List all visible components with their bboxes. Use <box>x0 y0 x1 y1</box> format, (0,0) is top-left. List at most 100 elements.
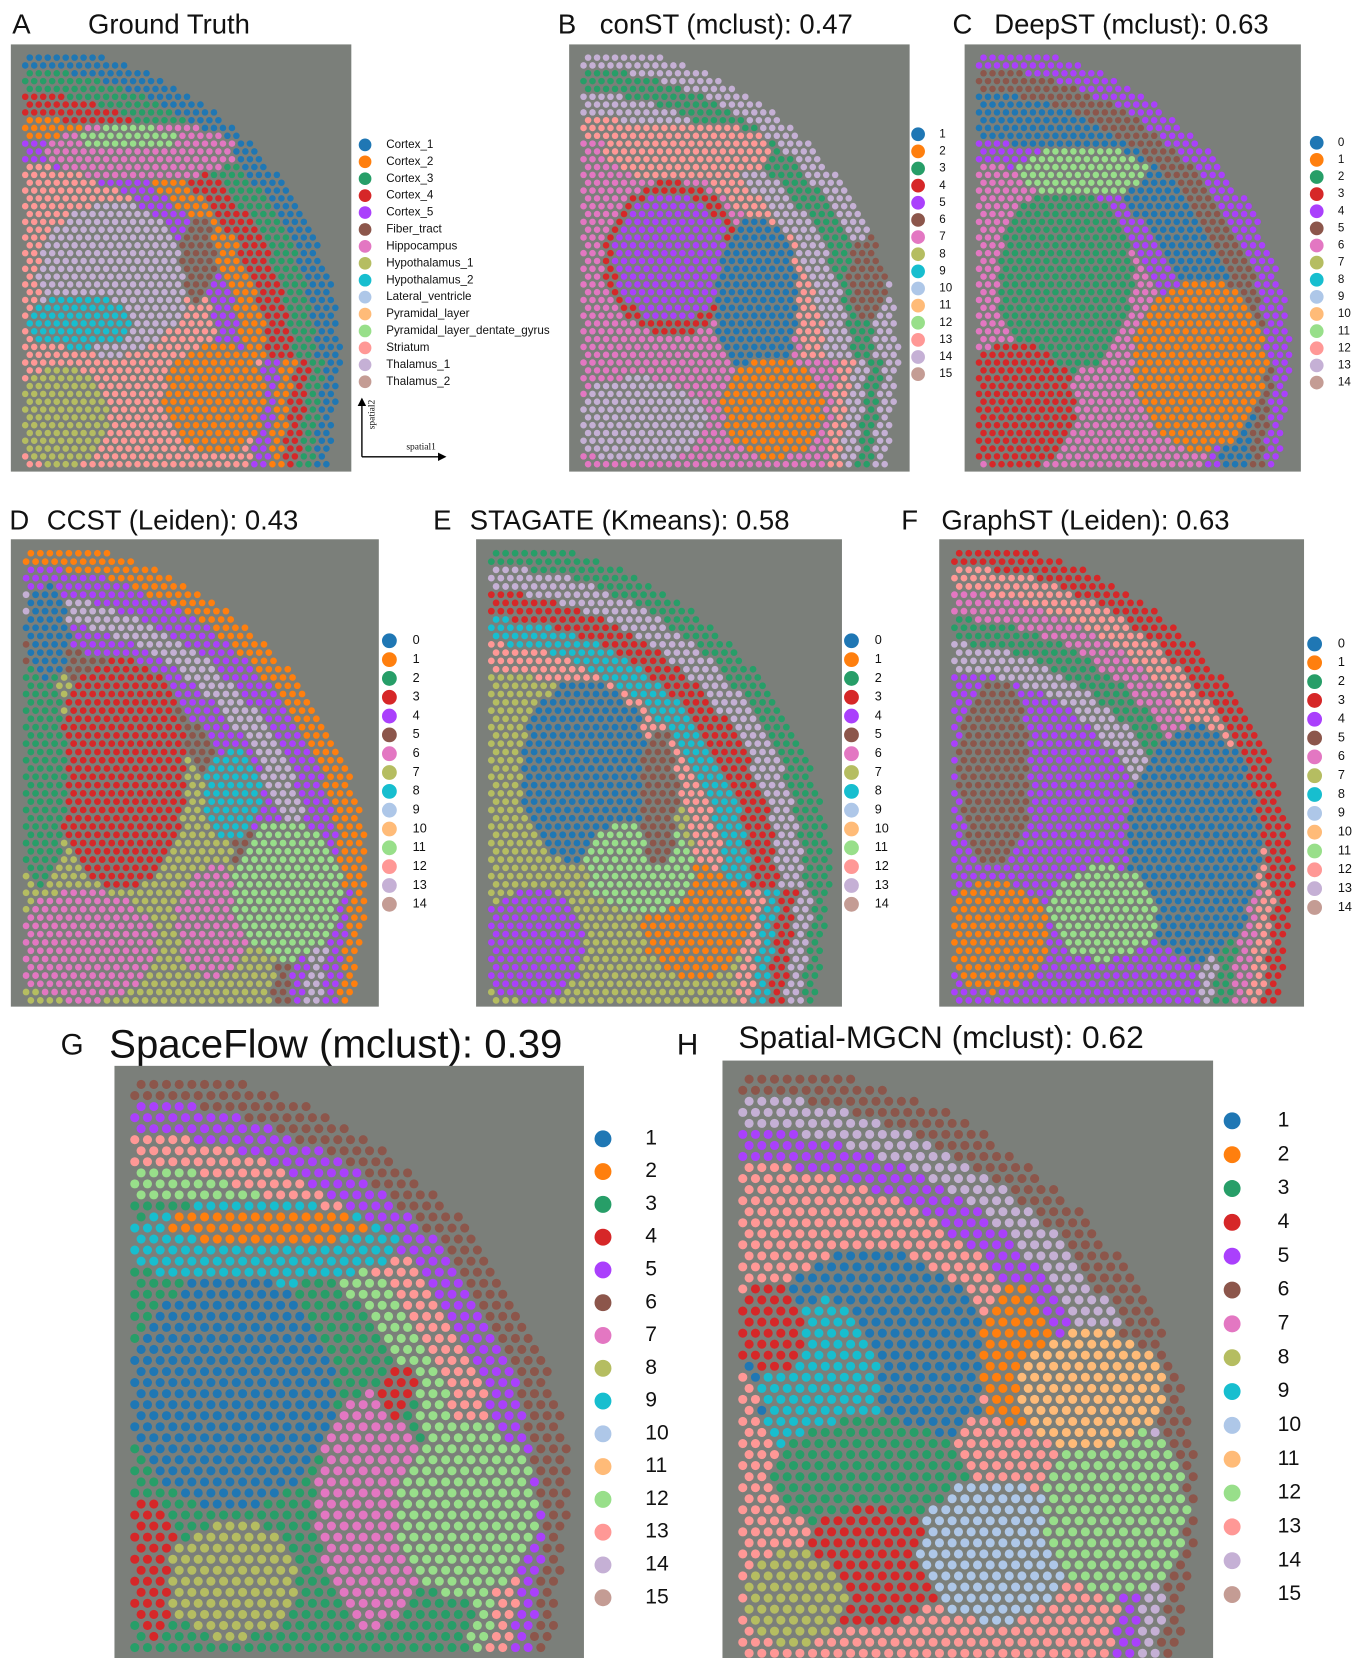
spot <box>1030 156 1037 163</box>
spot <box>1115 226 1122 233</box>
spot <box>132 566 139 573</box>
spot <box>49 344 56 351</box>
spot <box>215 273 222 280</box>
spot <box>94 140 101 147</box>
spot <box>56 600 63 607</box>
spot <box>630 54 637 61</box>
spot <box>85 391 92 398</box>
spot <box>134 461 141 468</box>
spot <box>242 445 249 452</box>
spot <box>1178 179 1185 186</box>
spot <box>756 273 763 280</box>
spot <box>1133 320 1140 327</box>
spot <box>211 156 218 163</box>
spot <box>66 616 73 623</box>
spot <box>157 297 164 304</box>
spot <box>85 297 92 304</box>
spot <box>247 391 254 398</box>
spot <box>233 398 240 405</box>
spot <box>1133 117 1140 124</box>
spot <box>1043 430 1050 437</box>
spot <box>1286 367 1293 374</box>
spot <box>1039 234 1046 241</box>
spot <box>720 430 727 437</box>
spot <box>233 289 240 296</box>
spot <box>809 226 816 233</box>
spot <box>197 211 204 218</box>
spot <box>305 258 312 265</box>
spot <box>292 359 299 366</box>
spot <box>630 445 637 452</box>
spot <box>229 219 236 226</box>
spot <box>31 391 38 398</box>
spot <box>98 211 105 218</box>
spot <box>643 375 650 382</box>
spot <box>881 351 888 358</box>
spot <box>1021 125 1028 132</box>
spot <box>765 461 772 468</box>
spot <box>1106 132 1113 139</box>
spot <box>742 234 749 241</box>
spot <box>836 258 843 265</box>
spot <box>260 430 267 437</box>
spot <box>1061 258 1068 265</box>
spot <box>85 109 92 116</box>
spot <box>121 359 128 366</box>
spot <box>612 195 619 202</box>
spot <box>112 93 119 100</box>
spot <box>61 608 68 615</box>
spot <box>1115 242 1122 249</box>
spot <box>1133 383 1140 390</box>
spot <box>1241 383 1248 390</box>
spot <box>1007 226 1014 233</box>
spot <box>850 422 857 429</box>
spot <box>296 320 303 327</box>
spot <box>756 367 763 374</box>
spot <box>1281 312 1288 319</box>
spot <box>648 445 655 452</box>
spot <box>157 453 164 460</box>
legend-marker <box>911 179 925 193</box>
spot <box>1232 336 1239 343</box>
spot <box>863 289 870 296</box>
spot <box>801 258 808 265</box>
spot <box>1012 172 1019 179</box>
spot <box>310 437 317 444</box>
spot <box>872 320 879 327</box>
spot <box>296 398 303 405</box>
spot <box>688 203 695 210</box>
spot <box>269 226 276 233</box>
spot <box>188 351 195 358</box>
spot <box>814 391 821 398</box>
spot <box>1111 172 1118 179</box>
spot <box>40 62 47 69</box>
spot <box>1223 226 1230 233</box>
spot <box>1254 406 1261 413</box>
spot <box>751 203 758 210</box>
spot <box>247 219 254 226</box>
spot <box>220 406 227 413</box>
spot <box>35 398 42 405</box>
spot <box>265 281 272 288</box>
spot <box>1088 414 1095 421</box>
spot <box>1111 187 1118 194</box>
spot <box>62 226 69 233</box>
spot <box>152 101 159 108</box>
spot <box>1250 461 1257 468</box>
spot <box>107 351 114 358</box>
spot <box>1214 226 1221 233</box>
spot <box>1223 367 1230 374</box>
spot <box>1030 453 1037 460</box>
spot <box>274 250 281 257</box>
spot <box>693 164 700 171</box>
spot <box>756 398 763 405</box>
spot <box>139 281 146 288</box>
spot <box>1093 453 1100 460</box>
spot <box>1057 62 1064 69</box>
spot <box>792 226 799 233</box>
legend-label: Cortex_3 <box>386 172 433 185</box>
spot <box>679 125 686 132</box>
spot <box>738 414 745 421</box>
spot <box>1025 242 1032 249</box>
spot <box>265 391 272 398</box>
